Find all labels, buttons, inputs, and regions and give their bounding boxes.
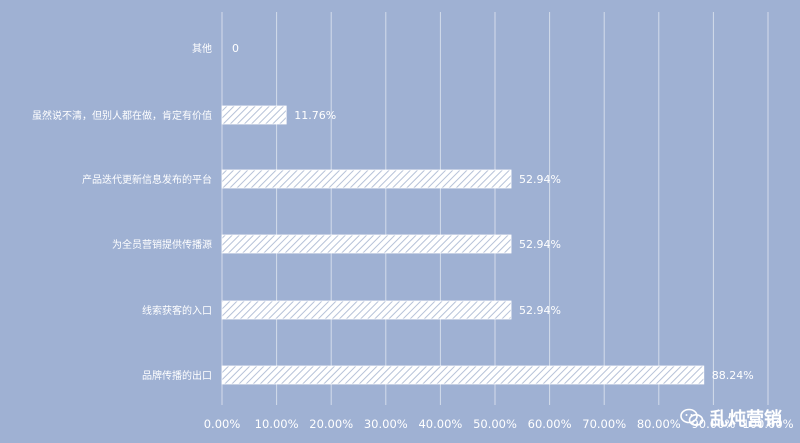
category-label: 其他 — [192, 42, 212, 55]
category-label: 虽然说不清，但别人都在做，肯定有价值 — [32, 109, 212, 122]
x-tick-label: 10.00% — [255, 417, 299, 431]
category-label: 线索获客的入口 — [142, 304, 212, 317]
x-tick-label: 20.00% — [309, 417, 353, 431]
data-label: 0 — [232, 42, 239, 55]
wechat-icon — [680, 408, 704, 428]
x-tick-label: 0.00% — [204, 417, 241, 431]
x-tick-label: 30.00% — [364, 417, 408, 431]
data-label: 88.24% — [712, 369, 754, 382]
bar — [221, 105, 287, 125]
category-label: 品牌传播的出口 — [142, 369, 212, 382]
x-tick-label: 100.00% — [742, 417, 793, 431]
watermark: 乱炖营销 — [680, 405, 782, 431]
bar — [221, 300, 512, 320]
bar — [221, 234, 512, 254]
category-label: 为全员营销提供传播源 — [112, 238, 212, 251]
bar — [221, 169, 512, 189]
bar — [221, 365, 705, 385]
watermark-text: 乱炖营销 — [710, 409, 782, 430]
category-label: 产品迭代更新信息发布的平台 — [82, 173, 212, 186]
data-label: 52.94% — [519, 304, 561, 317]
data-label: 11.76% — [294, 109, 336, 122]
x-tick-label: 70.00% — [582, 417, 626, 431]
gridlines — [221, 12, 769, 405]
x-tick-label: 40.00% — [418, 417, 462, 431]
bars — [221, 105, 705, 385]
x-tick-label: 60.00% — [528, 417, 572, 431]
x-tick-label: 80.00% — [637, 417, 681, 431]
data-label: 52.94% — [519, 173, 561, 186]
data-label: 52.94% — [519, 238, 561, 251]
labels: 0.00% 10.00% 20.00% 30.00% 40.00% 50.00% 60.00… — [32, 42, 794, 431]
x-tick-label: 50.00% — [473, 417, 517, 431]
